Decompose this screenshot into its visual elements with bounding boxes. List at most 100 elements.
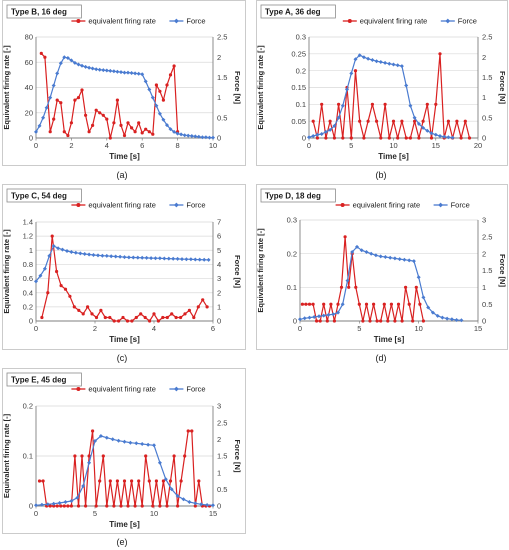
data-point [91,253,96,257]
panel-label: (e) [117,537,128,547]
data-point [400,119,404,123]
data-point [133,504,137,508]
data-point [80,63,84,68]
y2-tick-label: 1 [217,93,221,102]
data-point [158,504,162,508]
data-point [400,319,404,323]
data-point [396,302,401,306]
data-point [121,315,125,320]
data-point [175,256,180,261]
y2-tick-label: 2.5 [217,33,227,42]
data-point [56,246,61,251]
data-point [172,64,176,68]
legend-marker-diamond [174,18,179,24]
data-point [65,249,69,253]
data-point [387,61,392,66]
data-point [135,255,140,260]
panel-label: (d) [376,353,387,363]
data-point [51,501,56,506]
x-tick-label: 2 [69,141,73,150]
data-point [438,52,442,56]
panel-label: (a) [117,170,128,180]
data-point [149,256,154,261]
data-point [418,302,422,306]
data-point [94,504,98,508]
data-point [373,253,378,258]
x-axis-label: Time [s] [109,152,140,161]
data-point [37,479,42,483]
data-point [200,135,205,140]
data-point [337,102,341,106]
y-tick-label: 0 [293,317,297,326]
legend-marker-diamond [174,202,179,208]
data-point [126,504,130,508]
data-point [174,315,178,320]
chart-title: Type E, 45 deg [11,376,67,385]
data-point [336,310,340,315]
data-point [366,119,370,123]
data-point [175,494,180,498]
data-point [63,500,68,504]
data-point [130,479,134,483]
data-point [122,70,127,75]
data-point [345,87,349,92]
data-point [205,305,209,309]
data-point [59,101,63,105]
x-tick-label: 0 [34,509,38,518]
data-point [331,312,336,317]
y2-tick-label: 2.5 [217,418,227,427]
data-point [112,319,116,323]
data-point [122,479,127,483]
x-tick-label: 15 [209,509,217,518]
data-point [320,102,324,106]
data-point [386,319,390,323]
data-point [433,132,438,137]
data-point [369,251,374,256]
data-point [68,294,72,298]
data-point [393,319,397,323]
y2-tick-label: 0 [482,317,486,326]
data-point [163,477,168,482]
data-point [358,119,362,123]
data-point [81,484,86,488]
y2-tick-label: 4 [217,260,221,269]
x-tick-label: 15 [474,324,482,333]
data-point [324,136,328,140]
data-point [122,439,127,444]
y2-tick-label: 0 [217,317,221,326]
y2-axis-label: Force [N] [233,440,242,473]
x-tick-label: 4 [152,324,156,333]
data-point [411,259,416,264]
legend-label: Force [451,201,470,210]
data-point [55,504,59,508]
data-point [76,62,81,67]
data-point [161,117,166,122]
x-tick-label: 4 [105,141,109,150]
data-point [147,479,151,483]
chart-panel-d: 0 0.1 0.2 0.3 0 0.5 1 1.5 2 2.5 3 0 5 10 15 Time [s] Equ… [256,184,508,363]
data-point [298,317,302,322]
y2-axis-label: Force [N] [233,255,242,288]
chart-title: Type C, 54 deg [11,192,67,201]
data-point [151,504,155,508]
data-point [161,98,165,102]
data-point [150,95,155,100]
data-point [152,312,156,316]
data-point [440,315,445,320]
data-point [302,316,307,321]
data-point [140,442,145,446]
data-point [100,253,105,258]
data-point [187,500,192,504]
data-point [101,68,106,73]
data-point [104,435,109,440]
data-point [378,60,383,64]
data-point [366,56,371,61]
data-point [41,479,45,483]
legend-label: equivalent firing rate [88,385,156,394]
data-point [69,499,74,503]
x-tick-label: 10 [389,141,397,150]
data-point [87,454,91,458]
data-point [349,136,353,140]
data-point [97,67,102,72]
